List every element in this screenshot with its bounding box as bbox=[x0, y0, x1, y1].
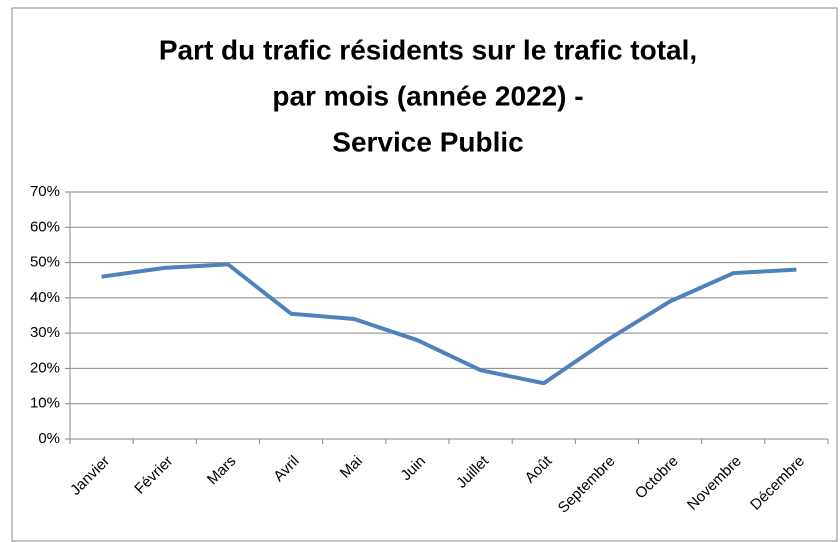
y-tick-label: 30% bbox=[30, 324, 60, 341]
chart-title: Part du trafic résidents sur le trafic t… bbox=[159, 34, 697, 65]
chart-frame bbox=[11, 7, 838, 542]
chart-title: Service Public bbox=[332, 126, 523, 157]
y-tick-label: 50% bbox=[30, 254, 60, 271]
y-tick-label: 60% bbox=[30, 218, 60, 235]
y-tick-label: 20% bbox=[30, 359, 60, 376]
line-series bbox=[101, 262, 797, 386]
chart-title: par mois (année 2022) - bbox=[272, 80, 583, 111]
y-tick-label: 10% bbox=[30, 395, 60, 412]
y-tick-label: 70% bbox=[30, 183, 60, 200]
y-tick-label: 0% bbox=[38, 430, 60, 447]
y-tick-label: 40% bbox=[30, 289, 60, 306]
